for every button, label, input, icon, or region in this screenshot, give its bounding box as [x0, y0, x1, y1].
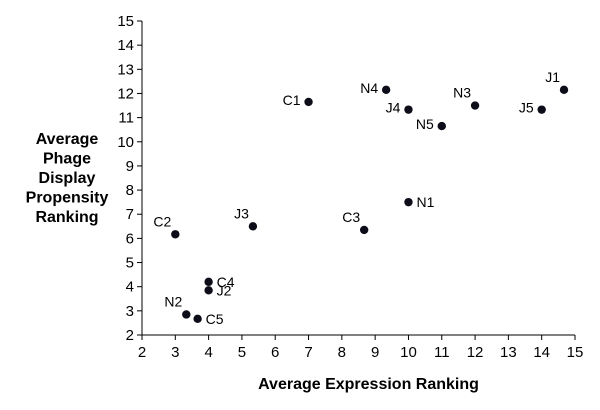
point-label-n1: N1	[416, 194, 434, 210]
point-label-j5: J5	[519, 100, 534, 116]
point-label-c5: C5	[206, 311, 224, 327]
data-point-c5	[193, 314, 202, 324]
x-tick-label: 14	[533, 344, 550, 361]
x-tick-label: 8	[338, 344, 346, 361]
point-label-j2: J2	[217, 282, 232, 298]
y-tick-label: 2	[126, 327, 134, 344]
data-point-n4	[381, 85, 391, 95]
data-point-n1	[404, 197, 413, 207]
y-axis-title-line: Phage	[43, 151, 91, 168]
point-label-n2: N2	[164, 293, 182, 309]
data-point-j1	[559, 85, 569, 95]
y-tick-label: 6	[126, 230, 134, 247]
data-point-n5	[437, 121, 446, 131]
x-tick-label: 13	[500, 344, 517, 361]
data-point-c2	[171, 230, 180, 239]
point-label-j3: J3	[234, 205, 249, 221]
x-ticks: 2 3 4 5 6 7 8 9 10 11 12 13 14 15	[138, 335, 584, 361]
data-point-c4	[204, 277, 213, 287]
data-point-n3	[470, 101, 480, 110]
data-point-c1	[304, 97, 313, 107]
x-tick-label: 12	[467, 344, 484, 361]
x-tick-label: 9	[371, 344, 379, 361]
data-point-c3	[359, 225, 369, 235]
y-tick-label: 11	[118, 110, 134, 127]
point-label-c3: C3	[342, 209, 360, 225]
y-tick-label: 3	[126, 303, 134, 320]
y-axis-title: Average Phage Display Propensity Ranking	[26, 131, 109, 226]
x-tick-label: 11	[434, 344, 450, 361]
y-tick-label: 9	[126, 158, 134, 175]
point-label-j4: J4	[386, 100, 401, 116]
y-tick-label: 4	[126, 279, 134, 296]
point-label-n4: N4	[360, 80, 378, 96]
y-axis-title-line: Average	[36, 131, 99, 148]
point-label-n5: N5	[416, 116, 434, 132]
point-label-n3: N3	[453, 85, 471, 101]
data-point-j3	[248, 222, 258, 231]
y-tick-label: 15	[117, 13, 134, 30]
y-tick-label: 8	[126, 182, 134, 199]
point-label-c4: C4	[217, 274, 235, 290]
data-point-n2	[182, 310, 191, 319]
y-axis-title-line: Ranking	[35, 209, 98, 226]
point-label-c2: C2	[153, 213, 171, 229]
data-point-j2	[204, 286, 213, 295]
x-tick-label: 4	[204, 344, 212, 361]
x-tick-label: 6	[271, 344, 279, 361]
x-tick-label: 2	[138, 344, 146, 361]
x-tick-label: 10	[400, 344, 417, 361]
point-label-c1: C1	[283, 92, 301, 108]
point-label-j1: J1	[545, 69, 560, 85]
x-axis-title: Average Expression Ranking	[258, 376, 479, 393]
y-tick-label: 10	[117, 134, 134, 151]
y-axis-title-line: Propensity	[26, 190, 109, 207]
y-ticks: 2 3 4 5 6 7 8 9 10 11 12 13 14 15	[117, 13, 142, 344]
x-tick-label: 7	[304, 344, 312, 361]
data-point-j5	[537, 105, 546, 114]
x-tick-label: 5	[238, 344, 246, 361]
data-point-j4	[404, 105, 413, 114]
x-tick-label: 15	[567, 344, 584, 361]
x-tick-label: 3	[171, 344, 179, 361]
y-axis-title-line: Display	[39, 170, 96, 187]
y-tick-label: 5	[126, 255, 134, 272]
y-tick-label: 13	[117, 61, 134, 78]
y-tick-label: 14	[117, 37, 134, 54]
y-tick-label: 12	[117, 85, 134, 102]
axes: 2 3 4 5 6 7 8 9 10 11 12 13 14 15 2 3 4 5 6 7 8 9 10 11 12 13 14 1…	[117, 13, 583, 361]
y-tick-label: 7	[126, 206, 134, 223]
